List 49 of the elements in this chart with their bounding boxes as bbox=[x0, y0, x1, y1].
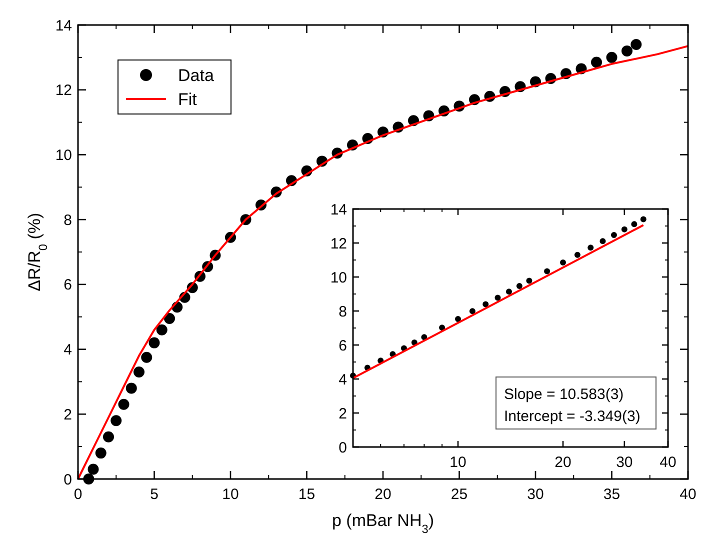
x-tick-label: 15 bbox=[298, 486, 316, 503]
point bbox=[141, 352, 152, 363]
x-tick-label: 5 bbox=[150, 486, 158, 503]
y-tick-label: 4 bbox=[64, 342, 72, 359]
point bbox=[591, 56, 602, 68]
x-tick-label: 30 bbox=[527, 486, 544, 503]
point bbox=[103, 431, 114, 442]
point bbox=[156, 324, 168, 336]
y-tick-label: 6 bbox=[338, 337, 347, 354]
point bbox=[630, 38, 642, 50]
y-tick-label: 0 bbox=[64, 471, 72, 488]
point bbox=[606, 52, 618, 63]
x-tick-label: 10 bbox=[450, 454, 466, 471]
y-tick-label: 8 bbox=[338, 303, 347, 320]
legend-label: Data bbox=[178, 66, 214, 85]
x-tick-label: 40 bbox=[680, 486, 696, 503]
x-tick-label: 20 bbox=[374, 486, 392, 503]
x-tick-label: 40 bbox=[660, 454, 676, 471]
y-tick-label: 2 bbox=[64, 406, 72, 424]
y-tick-label: 0 bbox=[338, 439, 347, 456]
y-tick-label: 12 bbox=[55, 82, 72, 100]
legend-label: Fit bbox=[178, 90, 198, 109]
point bbox=[148, 337, 160, 348]
point bbox=[95, 448, 106, 459]
x-tick-label: 10 bbox=[222, 486, 239, 503]
y-tick-label: 10 bbox=[330, 269, 347, 286]
point bbox=[88, 464, 99, 475]
annotation: Intercept = -3.349(3) bbox=[504, 408, 640, 425]
y-tick-label: 12 bbox=[330, 235, 347, 252]
x-tick-label: 35 bbox=[603, 486, 620, 503]
point bbox=[126, 382, 137, 394]
point bbox=[164, 312, 175, 324]
y-tick-label: 6 bbox=[64, 276, 72, 294]
x-tick-label: 25 bbox=[450, 486, 468, 503]
x-axis-title: p (mBar NH$_{3}$) bbox=[332, 511, 434, 536]
x-tick-label: 30 bbox=[616, 454, 633, 471]
point bbox=[118, 398, 130, 410]
y-tick-label: 10 bbox=[55, 146, 72, 164]
y-tick-label: 2 bbox=[338, 405, 347, 422]
point bbox=[110, 415, 122, 426]
point bbox=[134, 366, 144, 378]
y-tick-label: 14 bbox=[330, 201, 347, 218]
y-tick-label: 14 bbox=[55, 17, 72, 34]
x-tick-label: 20 bbox=[554, 454, 572, 471]
annotation: Slope = 10.583(3) bbox=[504, 386, 624, 403]
point bbox=[622, 45, 632, 56]
y-tick-label: 8 bbox=[64, 212, 72, 229]
line-series bbox=[77, 45, 689, 480]
y-tick-label: 4 bbox=[338, 371, 347, 388]
